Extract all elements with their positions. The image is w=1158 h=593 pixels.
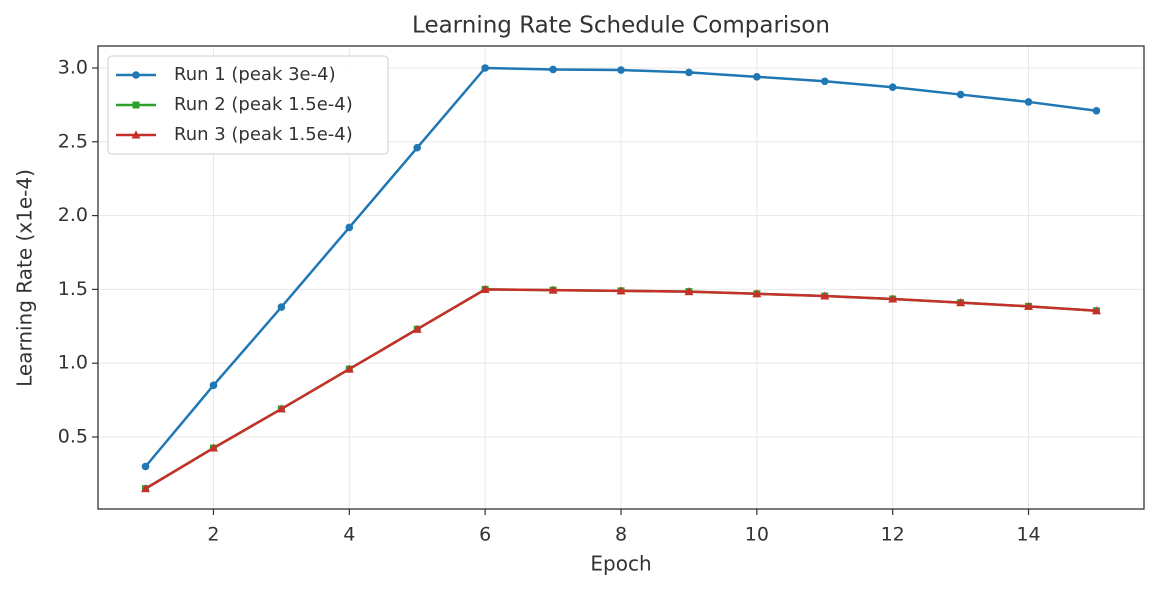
x-tick-label: 10 [745, 524, 769, 546]
marker [753, 73, 761, 81]
marker [549, 65, 557, 74]
marker [956, 298, 966, 307]
marker [413, 143, 422, 152]
marker [131, 130, 141, 139]
marker [141, 484, 151, 493]
marker [888, 294, 898, 303]
legend-label: Run 3 (peak 1.5e-4) [174, 124, 353, 145]
marker [209, 381, 218, 390]
x-tick-label: 6 [479, 524, 491, 546]
marker [616, 286, 626, 295]
x-axis-label: Epoch [590, 552, 651, 576]
marker [548, 285, 558, 294]
marker [276, 404, 286, 413]
x-tick-label: 14 [1016, 524, 1040, 546]
marker [344, 364, 354, 373]
marker [132, 71, 140, 79]
y-tick-label: 0.5 [58, 425, 88, 447]
plot-frame [97, 45, 1145, 510]
marker [277, 303, 286, 311]
y-tick-label: 2.0 [58, 204, 88, 226]
marker [956, 90, 965, 99]
chart-title: Learning Rate Schedule Comparison [412, 13, 830, 39]
marker [820, 77, 829, 86]
x-tick-label: 4 [343, 524, 355, 546]
marker [617, 66, 625, 74]
y-tick-label: 3.0 [58, 56, 88, 78]
marker [1024, 98, 1033, 106]
marker [481, 64, 489, 72]
x-tick-label: 2 [207, 524, 219, 546]
y-axis-label: Learning Rate (x1e-4) [13, 169, 37, 387]
marker [1024, 301, 1034, 310]
marker [888, 83, 897, 91]
marker [820, 291, 830, 300]
y-tick-label: 2.5 [58, 130, 88, 152]
x-tick-label: 8 [615, 524, 627, 546]
marker [685, 68, 693, 77]
marker [412, 324, 422, 333]
x-tick-label: 12 [881, 524, 905, 546]
legend-box [107, 55, 389, 155]
marker [684, 287, 694, 296]
marker [208, 443, 218, 452]
marker [1092, 106, 1101, 115]
marker [752, 289, 762, 298]
marker [480, 284, 490, 293]
marker [141, 462, 150, 471]
marker [1091, 306, 1101, 315]
y-tick-label: 1.5 [58, 278, 88, 300]
legend-label: Run 2 (peak 1.5e-4) [174, 94, 353, 115]
marker [345, 223, 354, 232]
legend-label: Run 1 (peak 3e-4) [174, 64, 336, 85]
y-tick-label: 1.0 [58, 352, 88, 374]
marker [132, 101, 140, 109]
